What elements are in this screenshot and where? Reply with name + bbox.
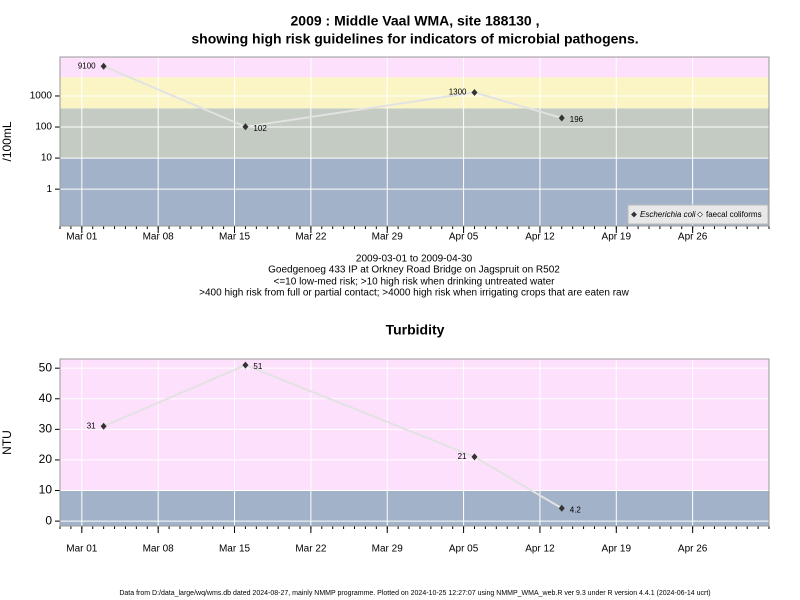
y-tick-label: 100	[35, 122, 52, 133]
series-line	[103, 65, 563, 128]
x-tick-label: Mar 01	[66, 544, 98, 555]
y-tick-label: 1000	[30, 91, 53, 102]
risk-band	[60, 77, 769, 109]
data-point	[471, 88, 478, 96]
data-label: 51	[253, 362, 262, 371]
chart-title: 2009 : Middle Vaal WMA, site 188130 ,	[291, 13, 540, 29]
footer: Data from D:/data_large/wq/wms.db dated …	[119, 590, 710, 597]
x-tick-label: Mar 01	[66, 232, 98, 243]
data-label: 196	[570, 115, 584, 124]
x-tick-label: Apr 19	[602, 544, 632, 555]
y-tick-label: 10	[41, 153, 53, 164]
x-tick-label: Apr 12	[525, 544, 555, 555]
x-tick-label: Mar 22	[295, 232, 327, 243]
x-tick-label: Apr 05	[449, 544, 479, 555]
legend-label: faecal coliforms	[706, 210, 762, 219]
risk-band	[60, 490, 769, 526]
y-tick-label: 10	[39, 483, 53, 497]
data-label: 102	[253, 124, 267, 133]
data-point	[100, 62, 107, 70]
x-tick-label: Mar 29	[372, 544, 404, 555]
x-tick-label: Apr 05	[449, 232, 479, 243]
y-tick-label: 1	[46, 184, 52, 195]
risk-band	[60, 57, 769, 78]
data-label: 9100	[78, 61, 96, 70]
risk-band	[60, 108, 769, 159]
x-tick-label: Mar 08	[143, 232, 175, 243]
y-tick-label: 0	[45, 513, 52, 527]
x-tick-label: Mar 08	[143, 544, 175, 555]
legend-marker	[697, 211, 703, 218]
data-label: 1300	[449, 88, 467, 97]
y-tick-label: 20	[39, 452, 53, 466]
data-point	[558, 114, 565, 122]
y-tick-label: 50	[39, 360, 53, 374]
series-line	[103, 364, 563, 510]
data-point	[100, 422, 107, 430]
subtitle: Goedgenoeg 433 IP at Orkney Road Bridge …	[268, 265, 560, 276]
x-tick-label: Mar 15	[219, 544, 251, 555]
y-tick-label: 30	[39, 422, 53, 436]
risk-band	[60, 359, 769, 491]
y-axis-title: NTU	[0, 430, 14, 455]
x-tick-label: Mar 15	[219, 232, 251, 243]
plot-frame	[59, 358, 770, 527]
data-point	[242, 361, 249, 369]
y-axis-title: /100mL	[0, 121, 14, 161]
data-label: 31	[87, 421, 96, 430]
x-tick-label: Apr 12	[525, 232, 555, 243]
data-point	[242, 123, 249, 131]
data-point	[471, 453, 478, 461]
legend-label: Escherichia coli	[640, 210, 696, 219]
data-label: 4.2	[570, 505, 582, 514]
subtitle: <=10 low-med risk; >10 high risk when dr…	[274, 277, 556, 288]
x-tick-label: Apr 26	[678, 232, 708, 243]
data-point	[558, 504, 565, 512]
y-tick-label: 40	[39, 391, 53, 405]
data-label: 21	[458, 452, 467, 461]
subtitle: >400 high risk from full or partial cont…	[199, 288, 629, 299]
chart-title: Turbidity	[386, 322, 445, 338]
legend-marker	[631, 211, 637, 218]
x-tick-label: Apr 26	[678, 544, 708, 555]
x-tick-label: Apr 19	[602, 232, 632, 243]
x-tick-label: Mar 29	[372, 232, 404, 243]
chart-title: showing high risk guidelines for indicat…	[191, 31, 638, 47]
x-tick-label: Mar 22	[295, 544, 327, 555]
plot-frame	[59, 56, 770, 227]
subtitle: 2009-03-01 to 2009-04-30	[356, 254, 473, 265]
